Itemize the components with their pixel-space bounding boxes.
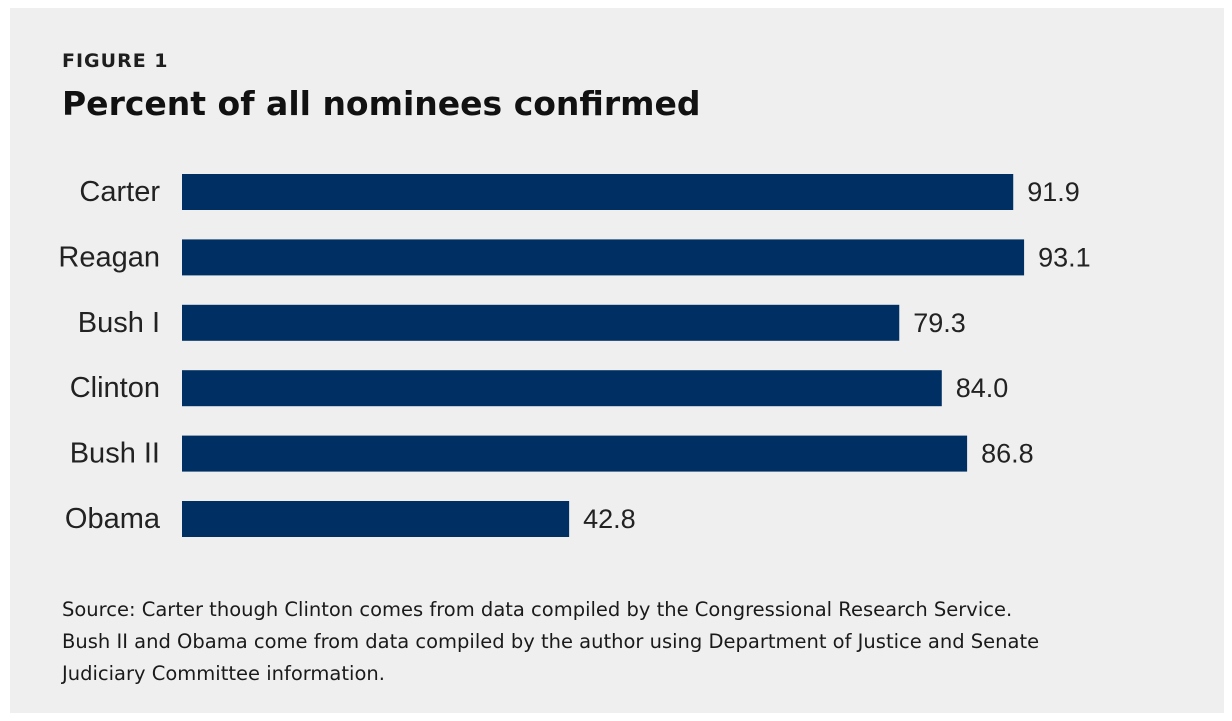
source-note: Source: Carter though Clinton comes from… — [62, 594, 1202, 690]
bar-chart: Carter 91.9 Reagan 93.1 Bush I 79.3 Clinton 84.… — [58, 174, 1091, 537]
value-label: 86.8 — [981, 439, 1034, 469]
chart-figure: FIGURE 1 Percent of all nominees confirm… — [10, 8, 1224, 713]
bar-bush-ii — [182, 435, 968, 472]
value-label: 91.9 — [1027, 177, 1080, 207]
value-label: 79.3 — [913, 308, 966, 338]
category-label: Carter — [79, 176, 160, 208]
category-label: Reagan — [58, 241, 160, 273]
bar-carter — [182, 174, 1014, 210]
bar-obama — [182, 501, 570, 537]
source-line-1: Source: Carter though Clinton comes from… — [62, 598, 1013, 621]
source-line-3: Judiciary Committee information. — [62, 662, 385, 685]
bar-reagan — [182, 239, 1025, 276]
category-label: Bush I — [78, 307, 160, 339]
category-label: Bush II — [70, 438, 160, 470]
chart-title: Percent of all nominees confirmed — [62, 84, 701, 123]
source-line-2: Bush II and Obama come from data compile… — [62, 630, 1040, 653]
category-label: Clinton — [70, 372, 160, 404]
figure-label: FIGURE 1 — [62, 50, 169, 72]
bar-clinton — [182, 370, 942, 407]
bar-bush-i — [182, 304, 900, 341]
category-label: Obama — [65, 503, 161, 535]
value-label: 93.1 — [1038, 242, 1091, 272]
value-label: 42.8 — [583, 504, 636, 534]
value-label: 84.0 — [956, 373, 1009, 403]
